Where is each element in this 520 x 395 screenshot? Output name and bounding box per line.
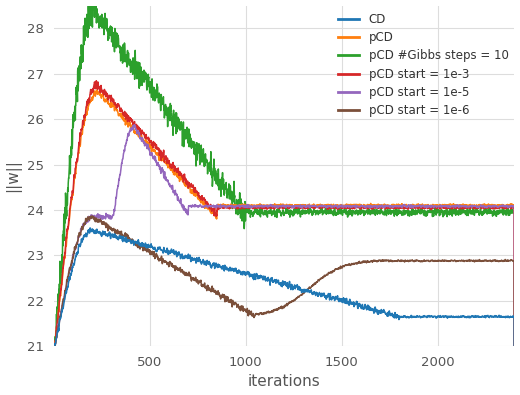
pCD #Gibbs steps = 10: [63, 214, 70, 218]
pCD #Gibbs steps = 10: [101, 23, 108, 28]
pCD: [94, 88, 100, 92]
pCD start = 1e-6: [114, 228, 121, 232]
pCD start = 1e-5: [101, 215, 108, 220]
pCD: [114, 108, 121, 113]
pCD: [441, 205, 447, 209]
pCD start = 1e-3: [101, 89, 108, 94]
pCD start = 1e-6: [101, 220, 108, 225]
pCD start = 1e-3: [93, 79, 99, 83]
pCD start = 1e-3: [86, 98, 93, 102]
pCD start = 1e-6: [63, 278, 70, 282]
Legend: CD, pCD, pCD #Gibbs steps = 10, pCD start = 1e-3, pCD start = 1e-5, pCD start = : CD, pCD, pCD #Gibbs steps = 10, pCD star…: [333, 8, 513, 122]
CD: [114, 236, 121, 241]
pCD start = 1e-5: [63, 281, 70, 286]
CD: [101, 231, 108, 235]
pCD: [86, 101, 93, 106]
Line: pCD start = 1e-6: pCD start = 1e-6: [54, 216, 514, 395]
Y-axis label: ||w||: ||w||: [6, 159, 21, 192]
CD: [87, 226, 93, 230]
pCD: [63, 237, 70, 242]
pCD start = 1e-5: [441, 203, 447, 208]
pCD start = 1e-6: [260, 310, 266, 315]
X-axis label: iterations: iterations: [248, 374, 320, 389]
pCD start = 1e-5: [132, 122, 138, 127]
pCD start = 1e-5: [86, 216, 93, 220]
pCD start = 1e-6: [89, 214, 96, 218]
pCD start = 1e-3: [114, 102, 121, 106]
pCD #Gibbs steps = 10: [260, 212, 266, 217]
pCD #Gibbs steps = 10: [86, 5, 93, 9]
CD: [86, 231, 93, 235]
CD: [260, 276, 266, 281]
pCD start = 1e-6: [441, 258, 447, 262]
Line: pCD: pCD: [54, 90, 514, 395]
pCD start = 1e-5: [260, 204, 266, 209]
pCD #Gibbs steps = 10: [511, 211, 517, 216]
pCD: [101, 97, 108, 102]
Line: CD: CD: [54, 228, 514, 395]
pCD start = 1e-3: [63, 232, 70, 237]
Line: pCD start = 1e-3: pCD start = 1e-3: [54, 81, 514, 395]
pCD start = 1e-6: [86, 218, 93, 222]
CD: [441, 315, 447, 320]
pCD start = 1e-3: [260, 205, 266, 210]
pCD #Gibbs steps = 10: [114, 44, 121, 49]
pCD: [260, 203, 266, 208]
pCD start = 1e-5: [114, 186, 121, 191]
pCD #Gibbs steps = 10: [441, 208, 447, 213]
CD: [63, 288, 70, 293]
pCD start = 1e-3: [441, 205, 447, 210]
Line: pCD #Gibbs steps = 10: pCD #Gibbs steps = 10: [54, 0, 514, 395]
Line: pCD start = 1e-5: pCD start = 1e-5: [54, 125, 514, 395]
